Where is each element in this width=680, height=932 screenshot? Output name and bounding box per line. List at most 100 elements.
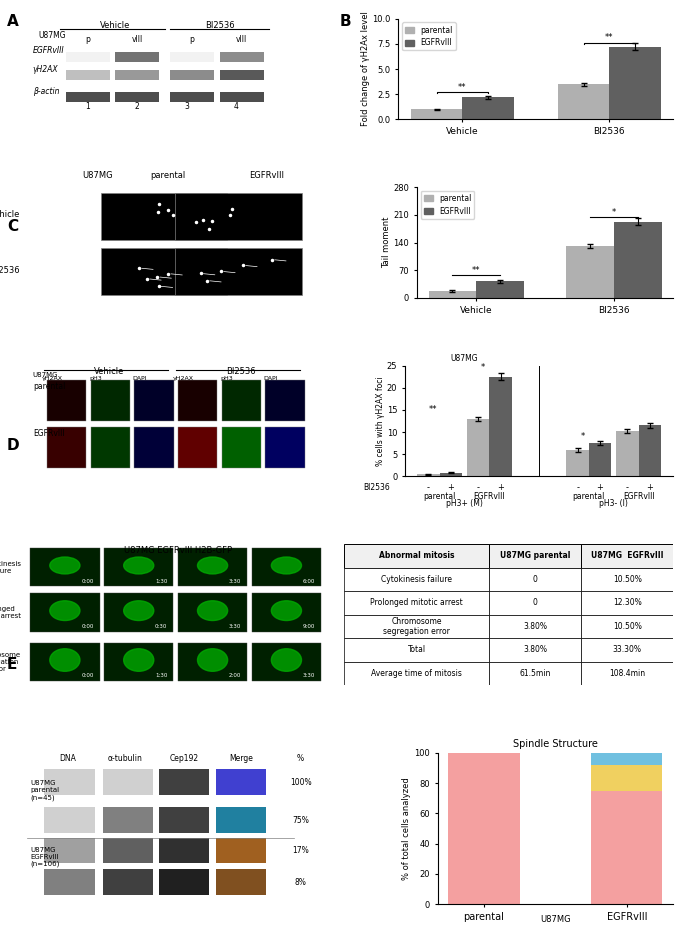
Text: 0: 0 <box>532 598 537 608</box>
Text: p: p <box>190 34 194 44</box>
Bar <box>134 427 173 468</box>
Text: pH3+ (M): pH3+ (M) <box>446 499 483 508</box>
Text: pH3: pH3 <box>90 376 103 380</box>
Bar <box>178 548 248 586</box>
Bar <box>115 92 159 103</box>
Text: 1:30: 1:30 <box>155 673 167 678</box>
Bar <box>581 568 673 591</box>
Text: *: * <box>611 208 615 217</box>
Text: DAPI: DAPI <box>264 376 278 380</box>
Text: 3.80%: 3.80% <box>523 646 547 654</box>
Text: Abnormal mitosis: Abnormal mitosis <box>379 552 454 560</box>
Ellipse shape <box>124 649 154 671</box>
Ellipse shape <box>197 601 228 621</box>
Text: DNA: DNA <box>60 754 76 763</box>
Bar <box>101 248 227 295</box>
Bar <box>490 377 512 476</box>
Bar <box>489 662 581 685</box>
Bar <box>216 807 266 833</box>
Bar <box>609 47 661 119</box>
Bar <box>103 807 153 833</box>
Text: 12.30%: 12.30% <box>613 598 641 608</box>
Bar <box>467 418 490 476</box>
Bar <box>66 70 109 80</box>
Text: 6:00: 6:00 <box>303 579 315 583</box>
Bar <box>591 753 662 765</box>
Bar <box>566 246 613 298</box>
Text: EGFRvIII: EGFRvIII <box>33 429 65 438</box>
Y-axis label: % cells with γH2AX foci: % cells with γH2AX foci <box>377 377 386 466</box>
Text: %: % <box>297 754 304 763</box>
Bar <box>104 643 173 681</box>
Text: +: + <box>497 483 504 492</box>
Bar <box>344 591 489 614</box>
Text: parental: parental <box>150 171 186 181</box>
Text: γH2AX: γH2AX <box>42 376 63 380</box>
Bar <box>344 568 489 591</box>
Ellipse shape <box>271 557 301 574</box>
Bar <box>222 380 261 421</box>
Text: U87MG: U87MG <box>33 372 58 378</box>
Bar <box>616 432 639 476</box>
Text: A: A <box>7 14 18 29</box>
Bar <box>448 753 520 904</box>
Legend: parental, EGFRvIII: parental, EGFRvIII <box>402 22 456 50</box>
Ellipse shape <box>124 601 154 621</box>
Text: DAPI: DAPI <box>133 376 147 380</box>
Bar <box>115 70 159 80</box>
Text: 3: 3 <box>184 103 189 111</box>
Text: 9:00: 9:00 <box>303 624 315 629</box>
Text: γH2AX: γH2AX <box>173 376 194 380</box>
Bar <box>591 765 662 790</box>
Bar <box>477 281 524 298</box>
Bar <box>170 92 214 103</box>
Text: EGFRvIII: EGFRvIII <box>623 492 654 501</box>
Text: 61.5min: 61.5min <box>520 669 551 678</box>
Text: 10.50%: 10.50% <box>613 575 642 583</box>
Bar <box>170 52 214 62</box>
Text: pH3: pH3 <box>221 376 233 380</box>
Text: Prolonged
mitotic arrest: Prolonged mitotic arrest <box>0 606 21 619</box>
Text: 8%: 8% <box>294 878 307 886</box>
Bar <box>220 70 264 80</box>
Text: U87MG
EGFRvIII
(n=106): U87MG EGFRvIII (n=106) <box>31 846 60 867</box>
Text: parental: parental <box>424 492 456 501</box>
Bar <box>30 594 99 632</box>
Text: C: C <box>7 219 18 234</box>
Ellipse shape <box>124 557 154 574</box>
Bar <box>344 638 489 662</box>
Bar <box>66 92 109 103</box>
Text: 0:00: 0:00 <box>81 624 94 629</box>
Bar <box>90 380 130 421</box>
Bar <box>103 838 153 863</box>
Text: U87MG  EGFRvIII: U87MG EGFRvIII <box>591 552 664 560</box>
Bar <box>159 838 209 863</box>
Text: parental: parental <box>573 492 605 501</box>
Bar <box>581 544 673 568</box>
Text: -: - <box>477 483 479 492</box>
Y-axis label: Fold change of γH2Ax level: Fold change of γH2Ax level <box>360 11 369 127</box>
Text: 0:00: 0:00 <box>81 673 94 678</box>
Bar <box>178 427 218 468</box>
Text: Vehicle: Vehicle <box>0 211 20 219</box>
Bar <box>489 614 581 638</box>
Text: EGFRvIII: EGFRvIII <box>473 492 505 501</box>
Text: 2:00: 2:00 <box>229 673 241 678</box>
Y-axis label: Tail moment: Tail moment <box>381 217 390 268</box>
Text: U87MG
parental
(n=45): U87MG parental (n=45) <box>31 780 59 801</box>
Text: EGFRvIII: EGFRvIII <box>250 171 284 181</box>
Text: *: * <box>581 432 585 441</box>
Text: 0: 0 <box>532 575 537 583</box>
Ellipse shape <box>271 601 301 621</box>
Text: Vehicle: Vehicle <box>100 21 131 30</box>
Text: 3:30: 3:30 <box>229 579 241 583</box>
Bar <box>591 790 662 904</box>
Bar <box>104 594 173 632</box>
Text: 2: 2 <box>135 103 139 111</box>
Text: -: - <box>626 483 629 492</box>
Text: 1: 1 <box>85 103 90 111</box>
Text: 3.80%: 3.80% <box>523 622 547 631</box>
Bar <box>159 870 209 895</box>
Bar <box>178 380 218 421</box>
Bar <box>581 662 673 685</box>
